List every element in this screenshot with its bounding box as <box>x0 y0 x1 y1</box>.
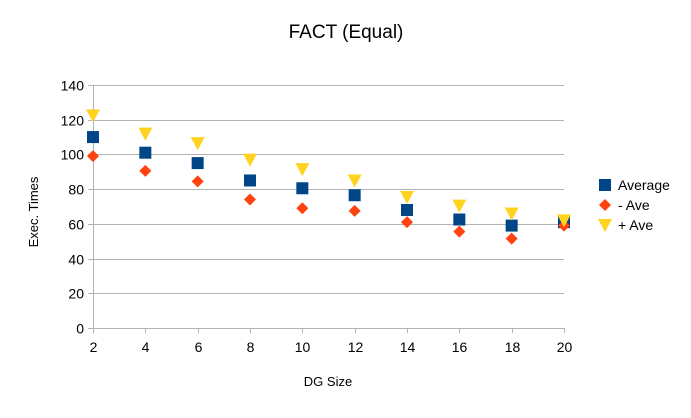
data-point-square <box>191 157 204 170</box>
data-point-square <box>453 213 466 226</box>
data-point-square <box>296 182 309 195</box>
data-point-triangle-down <box>452 199 467 213</box>
data-point-triangle-down <box>295 163 310 177</box>
data-point-diamond <box>244 193 256 206</box>
y-tick-label: 80 <box>68 182 84 198</box>
y-tick-label: 0 <box>76 321 84 337</box>
data-point-triangle-down <box>86 109 100 123</box>
tick-labels: 0 20 40 60 80 100 120 140 2 4 6 8 10 12 14 16 18 20 <box>61 78 573 356</box>
data-point-square <box>348 189 361 202</box>
data-points <box>86 109 571 245</box>
axes <box>88 85 565 333</box>
legend-swatch-square <box>599 179 611 191</box>
y-tick-label: 40 <box>68 252 84 268</box>
data-point-triangle-down <box>243 153 257 167</box>
y-axis-title: Exec. Times <box>26 176 41 247</box>
legend-item: - Ave <box>599 197 650 213</box>
data-point-square <box>139 146 152 159</box>
x-axis-title: DG Size <box>304 374 352 389</box>
grid <box>93 85 564 329</box>
data-point-triangle-down <box>190 137 205 151</box>
y-tick-label: 120 <box>61 113 85 129</box>
data-point-square <box>505 219 518 232</box>
legend-label: Average <box>618 177 670 193</box>
data-point-diamond <box>139 164 152 177</box>
legend-item: Average <box>599 177 670 193</box>
legend-swatch-triangle-down <box>598 219 612 232</box>
legend-label: + Ave <box>618 217 653 233</box>
legend-label: - Ave <box>618 197 650 213</box>
data-point-triangle-down <box>557 214 571 228</box>
series-square <box>87 131 570 232</box>
x-tick-label: 18 <box>505 339 521 355</box>
data-point-diamond <box>296 202 309 215</box>
data-point-diamond <box>401 216 413 229</box>
legend-item: + Ave <box>598 217 653 233</box>
x-tick-label: 10 <box>295 339 311 355</box>
data-point-diamond <box>348 204 361 217</box>
data-point-triangle-down <box>400 190 414 204</box>
data-point-diamond <box>191 175 204 188</box>
data-point-square <box>87 131 99 144</box>
y-tick-label: 100 <box>61 147 85 163</box>
x-tick-label: 12 <box>348 339 364 355</box>
y-tick-label: 140 <box>61 78 85 94</box>
data-point-triangle-down <box>138 127 153 141</box>
y-tick-label: 20 <box>68 286 84 302</box>
series-diamond <box>87 150 570 245</box>
x-tick-label: 14 <box>400 339 416 355</box>
x-tick-label: 6 <box>195 339 203 355</box>
y-tick-label: 60 <box>68 217 84 233</box>
data-point-square <box>401 203 413 216</box>
x-tick-label: 4 <box>142 339 150 355</box>
data-point-square <box>244 174 256 187</box>
legend-swatch-diamond <box>599 199 611 211</box>
series-triangle-down <box>86 109 571 228</box>
chart-title: FACT (Equal) <box>289 22 404 43</box>
data-point-diamond <box>87 150 99 163</box>
x-tick-label: 16 <box>452 339 468 355</box>
legend: Average - Ave + Ave <box>598 177 670 233</box>
x-tick-label: 8 <box>247 339 255 355</box>
data-point-triangle-down <box>347 174 362 188</box>
x-tick-label: 2 <box>90 339 98 355</box>
data-point-diamond <box>505 232 518 245</box>
data-point-diamond <box>453 225 466 238</box>
x-tick-label: 20 <box>557 339 573 355</box>
data-point-triangle-down <box>504 207 519 221</box>
